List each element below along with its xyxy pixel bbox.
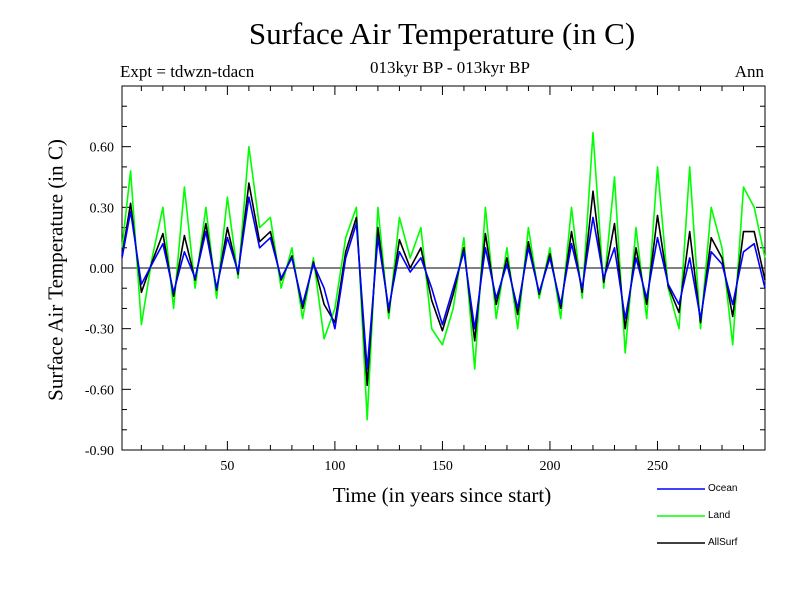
legend-label-ocean: Ocean (708, 483, 738, 494)
legend-label-land: Land (708, 510, 731, 521)
x-tick-label: 200 (539, 459, 560, 474)
x-tick-label: 250 (647, 459, 668, 474)
chart-title: Surface Air Temperature (in C) (248, 16, 636, 51)
series-line-ocean (121, 196, 766, 370)
series-lines (121, 131, 766, 421)
y-tick-label: -0.30 (85, 323, 114, 338)
experiment-label: Expt = tdwzn-tdacn (120, 62, 255, 81)
x-tick-label: 100 (324, 459, 345, 474)
series-line-allsurf (121, 182, 766, 387)
plot-axes: 50 100 150 200 250 0.60 0.30 0.00 -0.30 -0.60 -0.9… (85, 85, 766, 474)
x-tick-label: 150 (432, 459, 453, 474)
x-axis-label: Time (in years since start) (332, 483, 552, 507)
legend-label-allsurf: AllSurf (708, 537, 738, 548)
y-tick-label: 0.60 (90, 141, 115, 156)
series-line-land (121, 131, 766, 421)
x-tick-label: 50 (220, 459, 234, 474)
y-tick-label: 0.00 (90, 262, 115, 277)
y-tick-label: -0.90 (85, 444, 114, 459)
y-tick-label: -0.60 (85, 383, 114, 398)
chart-subtitle: 013kyr BP - 013kyr BP (370, 58, 530, 77)
season-label: Ann (734, 62, 764, 81)
y-tick-label: 0.30 (90, 201, 115, 216)
legend (657, 488, 705, 544)
